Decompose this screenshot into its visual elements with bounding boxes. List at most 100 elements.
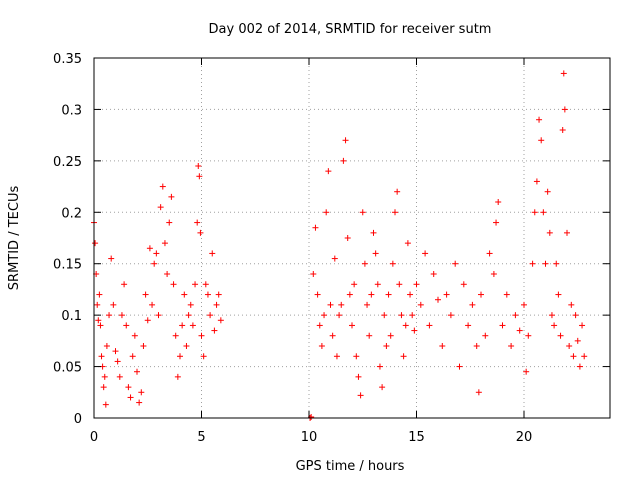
data-point [402, 322, 409, 329]
data-point [566, 343, 573, 349]
data-point [138, 389, 145, 396]
data-point [114, 358, 121, 365]
data-point [316, 322, 323, 329]
data-point [570, 353, 577, 360]
y-tick-label: 0.35 [53, 52, 82, 67]
data-point [370, 229, 377, 236]
y-tick-label: 0.15 [53, 258, 82, 273]
data-point [529, 260, 536, 267]
data-point [359, 209, 366, 216]
data-point [168, 193, 175, 200]
data-point [557, 332, 564, 339]
data-point [564, 229, 570, 236]
data-point [475, 389, 482, 396]
data-point [195, 163, 202, 169]
data-point [106, 312, 113, 319]
data-point [189, 322, 196, 329]
data-point [385, 291, 392, 298]
data-point [366, 332, 373, 339]
data-point [460, 281, 467, 288]
data-point [574, 337, 581, 344]
data-point [486, 250, 493, 257]
axis-ticks: 0 5 10 15 20 0 0.05 0.1 0.15 0.2 0.25 0.3 0.35 [53, 52, 610, 445]
data-point [110, 301, 117, 308]
data-point [207, 312, 214, 319]
data-point [398, 312, 405, 319]
data-point [447, 312, 454, 319]
data-point [200, 353, 207, 360]
data-point [118, 312, 125, 319]
data-point [196, 173, 203, 180]
data-point [329, 332, 336, 339]
data-point [521, 301, 527, 308]
data-point [336, 312, 343, 319]
data-point [96, 291, 103, 298]
y-axis-label: SRMTID / TECUs [7, 186, 22, 291]
y-tick-label: 0.1 [61, 309, 82, 324]
data-point [312, 224, 319, 231]
data-point [374, 281, 381, 288]
data-point [568, 301, 575, 308]
data-point [325, 168, 332, 175]
data-point [97, 322, 104, 329]
data-point [166, 219, 173, 226]
data-point [533, 178, 540, 185]
plot-frame [93, 57, 611, 419]
data-point [215, 291, 222, 298]
data-point [194, 219, 201, 226]
data-point [490, 271, 497, 277]
data-point [349, 322, 355, 329]
data-point [353, 353, 360, 360]
data-point [407, 291, 414, 298]
data-point [364, 301, 371, 308]
data-point [157, 204, 164, 211]
data-point [372, 250, 379, 257]
data-point [318, 343, 325, 349]
data-point [121, 281, 128, 288]
data-point [361, 260, 368, 267]
chart-title: Day 002 of 2014, SRMTID for receiver sut… [209, 22, 492, 37]
data-point [426, 322, 433, 329]
data-point [172, 332, 179, 339]
data-point [155, 312, 162, 319]
data-point [177, 353, 183, 360]
data-point [508, 343, 515, 349]
data-point [531, 209, 538, 216]
data-point [310, 271, 317, 277]
x-tick-label: 20 [516, 430, 533, 445]
data-point [411, 327, 418, 334]
data-point [95, 317, 102, 324]
data-point [98, 353, 105, 360]
data-point [140, 343, 147, 349]
data-point [572, 312, 579, 319]
data-point [351, 281, 358, 288]
data-point [443, 291, 450, 298]
y-tick-label: 0.2 [61, 206, 82, 221]
data-point [523, 368, 530, 375]
data-point [170, 281, 177, 288]
grid-lines [94, 58, 610, 418]
data-point [389, 260, 396, 267]
data-point [92, 240, 99, 247]
data-point [144, 317, 151, 324]
data-point [387, 332, 394, 339]
data-point [493, 219, 500, 226]
data-point [321, 312, 328, 319]
data-point [482, 332, 489, 339]
data-point [136, 399, 143, 406]
x-tick-label: 0 [90, 430, 98, 445]
data-point [125, 384, 132, 391]
data-point [368, 291, 375, 298]
data-point [217, 317, 224, 324]
data-point [344, 235, 351, 241]
data-point [417, 301, 424, 308]
data-point [323, 209, 330, 216]
data-point [213, 301, 220, 308]
data-point [131, 332, 138, 339]
data-point [134, 368, 140, 375]
data-points [91, 70, 588, 421]
y-tick-label: 0.3 [61, 103, 82, 118]
data-point [327, 301, 334, 308]
data-point [100, 384, 107, 391]
data-point [142, 291, 149, 298]
